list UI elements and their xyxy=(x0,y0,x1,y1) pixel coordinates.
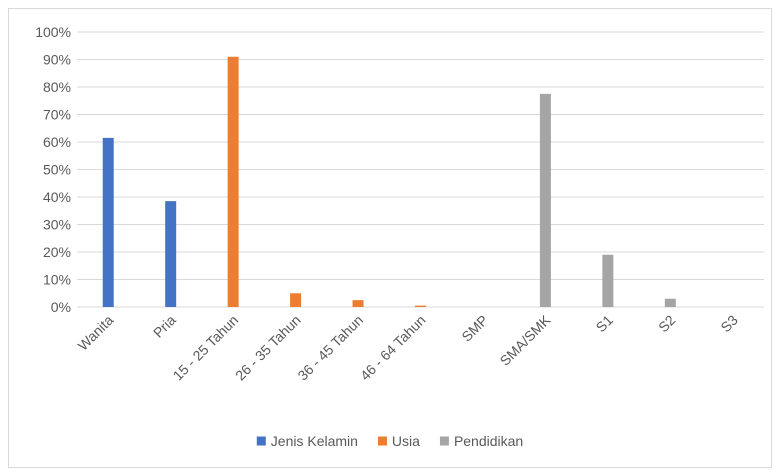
x-tick-label: 26 - 35 Tahun xyxy=(232,312,304,384)
x-tick-label: S3 xyxy=(717,312,741,336)
legend-swatch xyxy=(439,436,449,446)
y-tick-label: 60% xyxy=(43,134,71,150)
y-tick-label: 100% xyxy=(35,24,71,40)
bar-26-35-tahun xyxy=(290,293,302,307)
y-tick-label: 40% xyxy=(43,189,71,205)
bar-s1 xyxy=(602,254,614,307)
bar-s2 xyxy=(664,298,676,307)
bars xyxy=(102,56,676,307)
bar-wanita xyxy=(102,137,114,307)
y-tick-label: 90% xyxy=(43,52,71,68)
legend-label: Usia xyxy=(392,433,420,449)
x-tick-label: 15 - 25 Tahun xyxy=(170,312,242,384)
bar-sma-smk xyxy=(539,93,551,307)
bar-36-45-tahun xyxy=(352,300,364,307)
legend-swatch xyxy=(377,436,387,446)
bar-chart: 0% 10% 20% 30% 40% 50% 60% 70% 80% 90% 100% Wanita… xyxy=(35,24,764,449)
gridlines xyxy=(77,31,764,308)
bar-46-64-tahun xyxy=(415,305,426,307)
x-tick-label: S2 xyxy=(655,312,679,336)
bar-pria xyxy=(165,201,177,307)
x-tick-label: SMP xyxy=(458,312,491,345)
x-tick-label: SMA/SMK xyxy=(497,311,554,368)
y-tick-label: 30% xyxy=(43,217,71,233)
legend-label: Pendidikan xyxy=(454,433,523,449)
y-axis-ticks: 0% 10% 20% 30% 40% 50% 60% 70% 80% 90% 100% xyxy=(35,24,71,315)
x-tick-label: 46 - 64 Tahun xyxy=(357,312,429,384)
chart-frame: 0% 10% 20% 30% 40% 50% 60% 70% 80% 90% 100% Wanita… xyxy=(8,8,772,468)
x-tick-label: Pria xyxy=(150,312,179,341)
y-tick-label: 0% xyxy=(51,299,71,315)
y-tick-label: 70% xyxy=(43,107,71,123)
legend: Jenis Kelamin Usia Pendidikan xyxy=(256,433,523,449)
y-tick-label: 10% xyxy=(43,272,71,288)
x-tick-label: S1 xyxy=(593,312,617,336)
x-tick-label: 36 - 45 Tahun xyxy=(294,312,366,384)
y-tick-label: 20% xyxy=(43,244,71,260)
y-tick-label: 80% xyxy=(43,79,71,95)
x-tick-label: Wanita xyxy=(75,312,117,354)
y-tick-label: 50% xyxy=(43,162,71,178)
legend-label: Jenis Kelamin xyxy=(271,433,358,449)
bar-15-25-tahun xyxy=(227,56,239,307)
legend-swatch xyxy=(256,436,266,446)
